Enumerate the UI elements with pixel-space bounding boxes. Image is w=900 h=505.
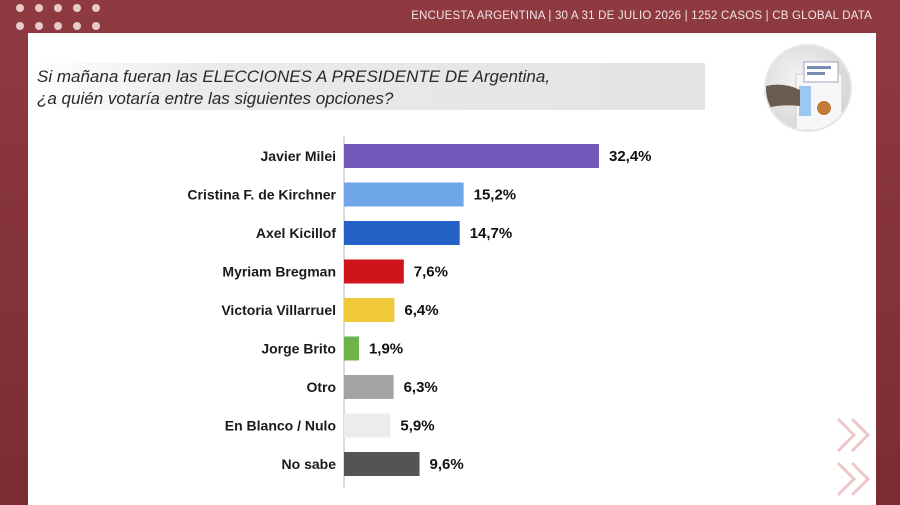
dot: [73, 4, 81, 12]
dot: [54, 4, 62, 12]
category-label: Otro: [306, 379, 336, 395]
value-label: 14,7%: [470, 225, 513, 242]
value-label: 1,9%: [369, 341, 403, 358]
category-label: Jorge Brito: [261, 341, 336, 357]
value-label: 32,4%: [609, 148, 652, 165]
value-label: 5,9%: [400, 418, 434, 435]
bar: [344, 375, 394, 399]
bar: [344, 413, 391, 438]
bar: [344, 182, 464, 207]
dot: [73, 22, 81, 30]
ballot-box-icon: [766, 61, 843, 130]
category-label: No sabe: [282, 456, 337, 472]
decorative-dots: [16, 4, 100, 30]
dot: [92, 22, 100, 30]
dot: [16, 4, 24, 12]
category-label: Cristina F. de Kirchner: [187, 187, 336, 203]
survey-source-header: ENCUESTA ARGENTINA | 30 A 31 DE JULIO 20…: [411, 10, 872, 22]
dot: [54, 22, 62, 30]
bar: [344, 298, 395, 322]
category-label: Javier Milei: [261, 148, 337, 164]
category-label: Axel Kicillof: [256, 225, 336, 241]
value-label: 6,3%: [404, 379, 438, 396]
bar: [344, 259, 404, 284]
value-label: 15,2%: [474, 187, 517, 204]
decorative-chevrons: [836, 417, 871, 497]
dot: [35, 4, 43, 12]
bar: [344, 221, 460, 245]
category-label: En Blanco / Nulo: [225, 418, 336, 434]
survey-question: Si mañana fueran las ELECCIONES A PRESID…: [28, 63, 705, 110]
chart-card: Si mañana fueran las ELECCIONES A PRESID…: [28, 33, 876, 505]
question-line-2: ¿a quién votaría entre las siguientes op…: [37, 89, 394, 108]
dot: [35, 22, 43, 30]
bar: [344, 452, 420, 476]
dot: [16, 22, 24, 30]
value-label: 9,6%: [430, 456, 464, 473]
dot: [92, 4, 100, 12]
question-line-1: Si mañana fueran las ELECCIONES A PRESID…: [37, 67, 551, 86]
vote-intention-bar-chart: Javier Milei 32,4% Cristina F. de Kirchner…: [187, 136, 652, 488]
value-label: 7,6%: [414, 264, 448, 281]
ballot-box-photo: [764, 44, 852, 132]
category-label: Myriam Bregman: [222, 264, 336, 280]
bar: [344, 336, 359, 361]
category-label: Victoria Villarruel: [221, 302, 336, 318]
bar: [344, 144, 599, 168]
value-label: 6,4%: [404, 302, 438, 319]
